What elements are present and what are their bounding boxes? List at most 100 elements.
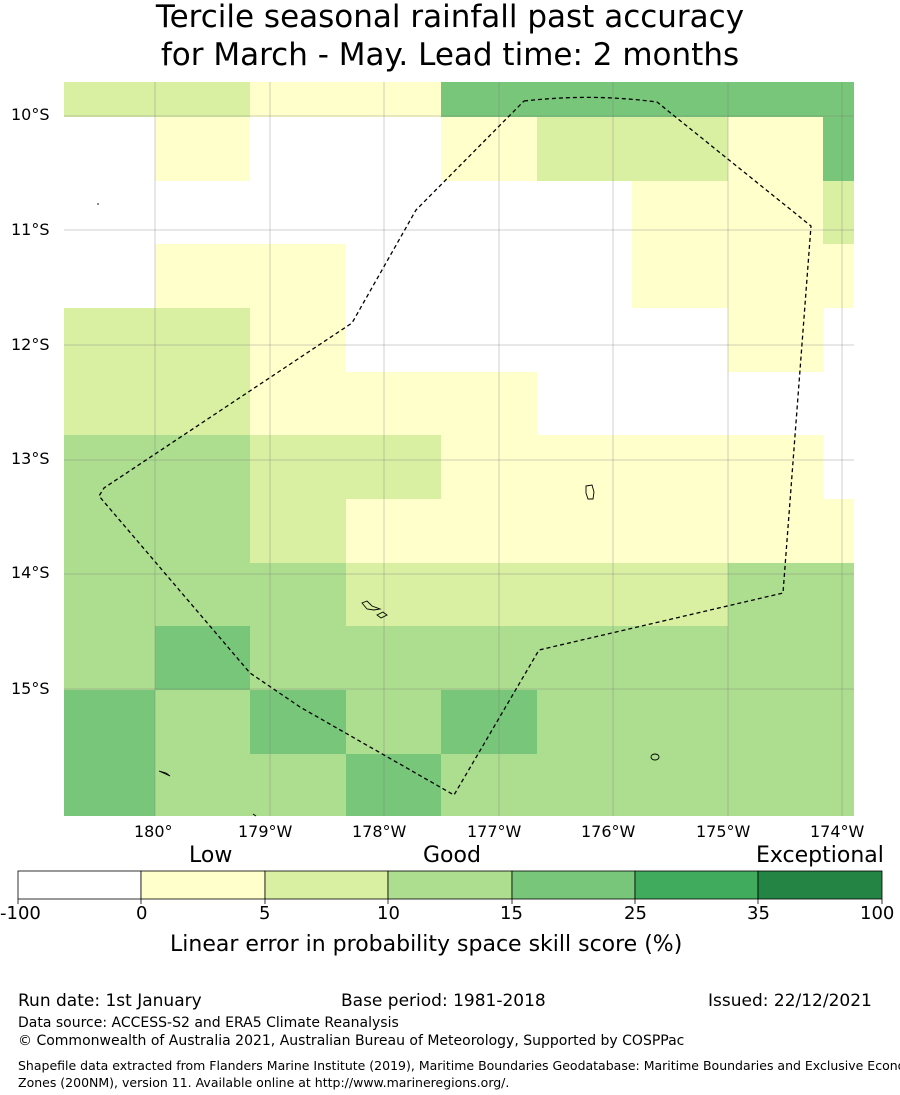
skill-grid — [64, 82, 854, 816]
grid-cell — [823, 117, 854, 181]
grid-cell — [155, 308, 250, 372]
grid-cell — [346, 754, 441, 816]
grid-cell — [64, 181, 155, 244]
grid-cell — [441, 754, 537, 816]
grid-cell — [823, 626, 854, 690]
grid-cell — [632, 754, 728, 816]
grid-cell — [537, 754, 632, 816]
colorbar — [17, 870, 883, 904]
colorbar-tick-label: 0 — [136, 903, 148, 924]
grid-cell — [64, 308, 155, 372]
grid-cell — [823, 690, 854, 754]
grid-cell — [346, 626, 441, 690]
grid-cell — [823, 754, 854, 816]
grid-cell — [632, 372, 728, 435]
grid-cell — [250, 372, 346, 435]
colorbar-segment — [140, 870, 266, 900]
colorbar-segment — [264, 870, 389, 900]
grid-cell — [250, 308, 346, 372]
colorbar-tick-label: -100 — [0, 903, 41, 924]
issued-date: Issued: 22/12/2021 — [708, 991, 872, 1011]
colorbar-segment — [634, 870, 759, 900]
lat-label: 12°S — [11, 335, 50, 354]
data-source: Data source: ACCESS-S2 and ERA5 Climate … — [18, 1015, 399, 1031]
grid-cell — [537, 117, 632, 181]
lon-label: 180° — [134, 822, 173, 841]
grid-cell — [632, 181, 728, 244]
grid-cell — [537, 690, 632, 754]
grid-cell — [155, 117, 250, 181]
grid-cell — [728, 563, 823, 626]
category-label-low: Low — [189, 843, 233, 868]
grid-cell — [64, 754, 155, 816]
run-date: Run date: 1st January — [18, 991, 202, 1011]
grid-cell — [823, 244, 854, 308]
graticule — [64, 82, 854, 816]
lon-label: 178°W — [352, 822, 407, 841]
grid-cell — [155, 499, 250, 563]
island-coastline — [650, 753, 660, 761]
grid-cell — [728, 82, 823, 117]
grid-cell — [823, 435, 854, 499]
grid-cell — [250, 499, 346, 563]
grid-cell — [441, 308, 537, 372]
grid-cell — [346, 117, 441, 181]
grid-cell — [537, 181, 632, 244]
grid-cell — [155, 563, 250, 626]
grid-cell — [250, 754, 346, 816]
grid-cell — [728, 181, 823, 244]
base-period: Base period: 1981-2018 — [341, 991, 546, 1011]
grid-cell — [537, 563, 632, 626]
grid-cell — [155, 82, 250, 117]
grid-cell — [346, 499, 441, 563]
lon-label: 174°W — [810, 822, 865, 841]
grid-cell — [537, 244, 632, 308]
lat-label: 14°S — [11, 563, 50, 582]
grid-cell — [537, 435, 632, 499]
grid-cell — [441, 82, 537, 117]
grid-cell — [64, 435, 155, 499]
lon-label: 175°W — [696, 822, 751, 841]
grid-cell — [441, 563, 537, 626]
grid-cell — [728, 372, 823, 435]
grid-cell — [250, 435, 346, 499]
grid-cell — [155, 244, 250, 308]
grid-cell — [632, 626, 728, 690]
colorbar-tick-label: 10 — [377, 903, 400, 924]
grid-cell — [64, 626, 155, 690]
grid-cell — [537, 626, 632, 690]
grid-cell — [64, 563, 155, 626]
grid-cell — [632, 563, 728, 626]
grid-cell — [823, 563, 854, 626]
grid-cell — [632, 244, 728, 308]
coastlines — [97, 203, 660, 817]
grid-cell — [155, 754, 250, 816]
grid-cell — [64, 690, 155, 754]
colorbar-tick-label: 100 — [860, 903, 895, 924]
grid-cell — [441, 499, 537, 563]
grid-cell — [346, 563, 441, 626]
lon-label: 177°W — [467, 822, 522, 841]
grid-cell — [441, 690, 537, 754]
grid-cell — [155, 690, 250, 754]
grid-cell — [346, 690, 441, 754]
grid-cell — [250, 563, 346, 626]
category-label-good: Good — [423, 843, 481, 868]
colorbar-title: Linear error in probability space skill … — [170, 932, 683, 957]
eez-boundary — [98, 96, 812, 796]
grid-cell — [728, 690, 823, 754]
grid-cell — [155, 181, 250, 244]
grid-cell — [632, 690, 728, 754]
grid-cell — [728, 435, 823, 499]
grid-cell — [441, 626, 537, 690]
grid-cell — [537, 499, 632, 563]
lat-label: 15°S — [11, 679, 50, 698]
grid-cell — [250, 181, 346, 244]
grid-cell — [728, 626, 823, 690]
grid-cell — [728, 499, 823, 563]
colorbar-segment — [17, 870, 142, 900]
grid-cell — [728, 308, 823, 372]
grid-cell — [823, 181, 854, 244]
lat-label: 10°S — [11, 105, 50, 124]
